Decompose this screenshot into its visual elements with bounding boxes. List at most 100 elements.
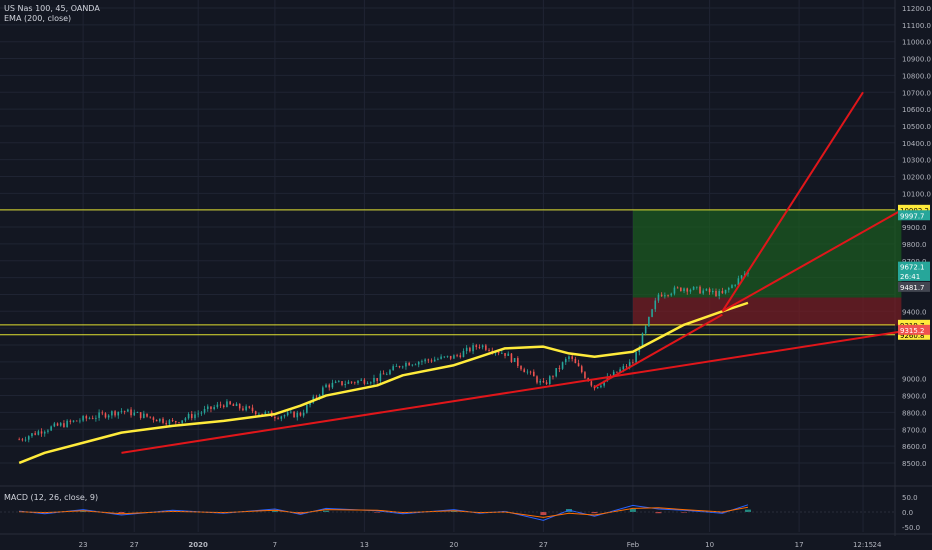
candle-body: [721, 290, 724, 294]
candle-body: [612, 371, 615, 377]
candle-body: [740, 275, 743, 279]
candle-body: [34, 433, 36, 435]
candle-body: [405, 362, 407, 367]
last-price-label-bg: [898, 261, 930, 272]
candle-body: [369, 382, 372, 384]
candle-body: [111, 411, 113, 416]
candle-body: [488, 349, 490, 351]
candle-body: [545, 382, 548, 385]
candle-body: [107, 415, 110, 418]
candle-body: [79, 420, 81, 422]
price-axis: 11200.0 11100.0 11000.0 10900.0 10800.0 10700…: [898, 5, 931, 532]
candle-body: [222, 405, 225, 407]
candle-body: [465, 347, 468, 352]
candle-body: [590, 381, 593, 386]
candle-body: [472, 345, 474, 352]
candle-body: [43, 431, 46, 434]
time-tick-label: 27: [130, 541, 139, 549]
candle-body: [421, 361, 423, 363]
target-price-label: 9997.7: [900, 212, 925, 220]
candle-body: [91, 418, 94, 419]
profit-target-zone: [632, 209, 902, 298]
candle-body: [325, 384, 327, 388]
candle-body: [146, 413, 148, 417]
price-tick-label: 10400.0: [902, 140, 931, 148]
macd-histogram-bar: [655, 512, 662, 514]
candle-body: [504, 353, 506, 356]
candle-body: [453, 355, 455, 359]
candle-body: [178, 422, 180, 424]
candle-body: [724, 289, 727, 294]
candle-body: [274, 416, 276, 419]
candle-body: [258, 413, 260, 415]
candle-body: [197, 413, 199, 415]
level-label-10002-bg: [898, 204, 930, 215]
candle-body: [251, 407, 254, 412]
candle-body: [331, 382, 334, 388]
candle-body: [574, 358, 577, 364]
candle-body: [338, 381, 340, 382]
candle-body: [702, 290, 705, 294]
target-price-label-bg: [898, 210, 930, 221]
candle-body: [673, 287, 676, 294]
trendline-steep-fan-line: [721, 91, 864, 312]
candle-body: [689, 289, 692, 292]
candle-body: [229, 401, 231, 405]
candle-body: [625, 366, 628, 368]
candle-body: [235, 403, 238, 406]
candle-body: [446, 355, 449, 357]
trendline-short-rising-line: [594, 313, 723, 388]
symbol-legend[interactable]: US Nas 100, 45, OANDA: [4, 4, 100, 13]
candle-body: [117, 411, 120, 416]
candle-body: [379, 373, 382, 381]
ema-legend[interactable]: EMA (200, close): [4, 14, 72, 23]
candle-body: [27, 436, 30, 440]
macd-tick-label: 0.0: [902, 509, 913, 517]
candle-body: [430, 360, 433, 362]
candle-body: [427, 359, 430, 361]
entry-price-label: 9481.7: [900, 284, 925, 292]
macd-tick-label: 50.0: [902, 494, 918, 502]
candle-body: [344, 383, 347, 386]
candle-body: [75, 420, 78, 422]
macd-histogram-bar: [591, 512, 598, 514]
candle-body: [542, 381, 545, 383]
candle-body: [692, 286, 695, 290]
candle-body: [718, 290, 720, 297]
candle-body: [293, 411, 295, 418]
candle-body: [686, 288, 689, 292]
macd-signal-line: [19, 506, 749, 518]
price-tick-label: 8500.0: [902, 460, 927, 468]
trendline-medium-fan-line: [721, 209, 902, 313]
candle-body: [392, 366, 394, 371]
candle-body: [37, 431, 40, 435]
candle-body: [322, 387, 324, 396]
candle-body: [708, 288, 711, 293]
candle-body: [226, 401, 228, 407]
candle-body: [539, 381, 541, 383]
stop-loss-zone: [632, 297, 902, 326]
candle-body: [360, 379, 362, 381]
price-tick-label: 8800.0: [902, 409, 927, 417]
price-tick-label: 11100.0: [902, 22, 931, 30]
candle-body: [696, 286, 698, 288]
candle-body: [417, 362, 420, 365]
macd-legend[interactable]: MACD (12, 26, close, 9): [4, 493, 99, 502]
candle-body: [194, 414, 196, 419]
bar-countdown-label-bg: [898, 270, 930, 281]
candle-body: [354, 382, 356, 384]
candle-body: [187, 413, 190, 419]
candle-body: [526, 371, 529, 373]
macd-histogram-bar: [323, 510, 330, 512]
entry-price-label-bg: [898, 281, 930, 292]
candle-body: [155, 419, 158, 422]
candle-body: [123, 411, 126, 412]
candle-body: [568, 356, 570, 360]
stop-price-label: 9315.2: [900, 327, 925, 335]
price-tick-label: 10700.0: [902, 89, 931, 97]
macd-histogram-bar: [540, 512, 547, 515]
candle-body: [564, 359, 567, 363]
price-tick-label: 9800.0: [902, 241, 927, 249]
time-tick-label: 7: [273, 541, 277, 549]
